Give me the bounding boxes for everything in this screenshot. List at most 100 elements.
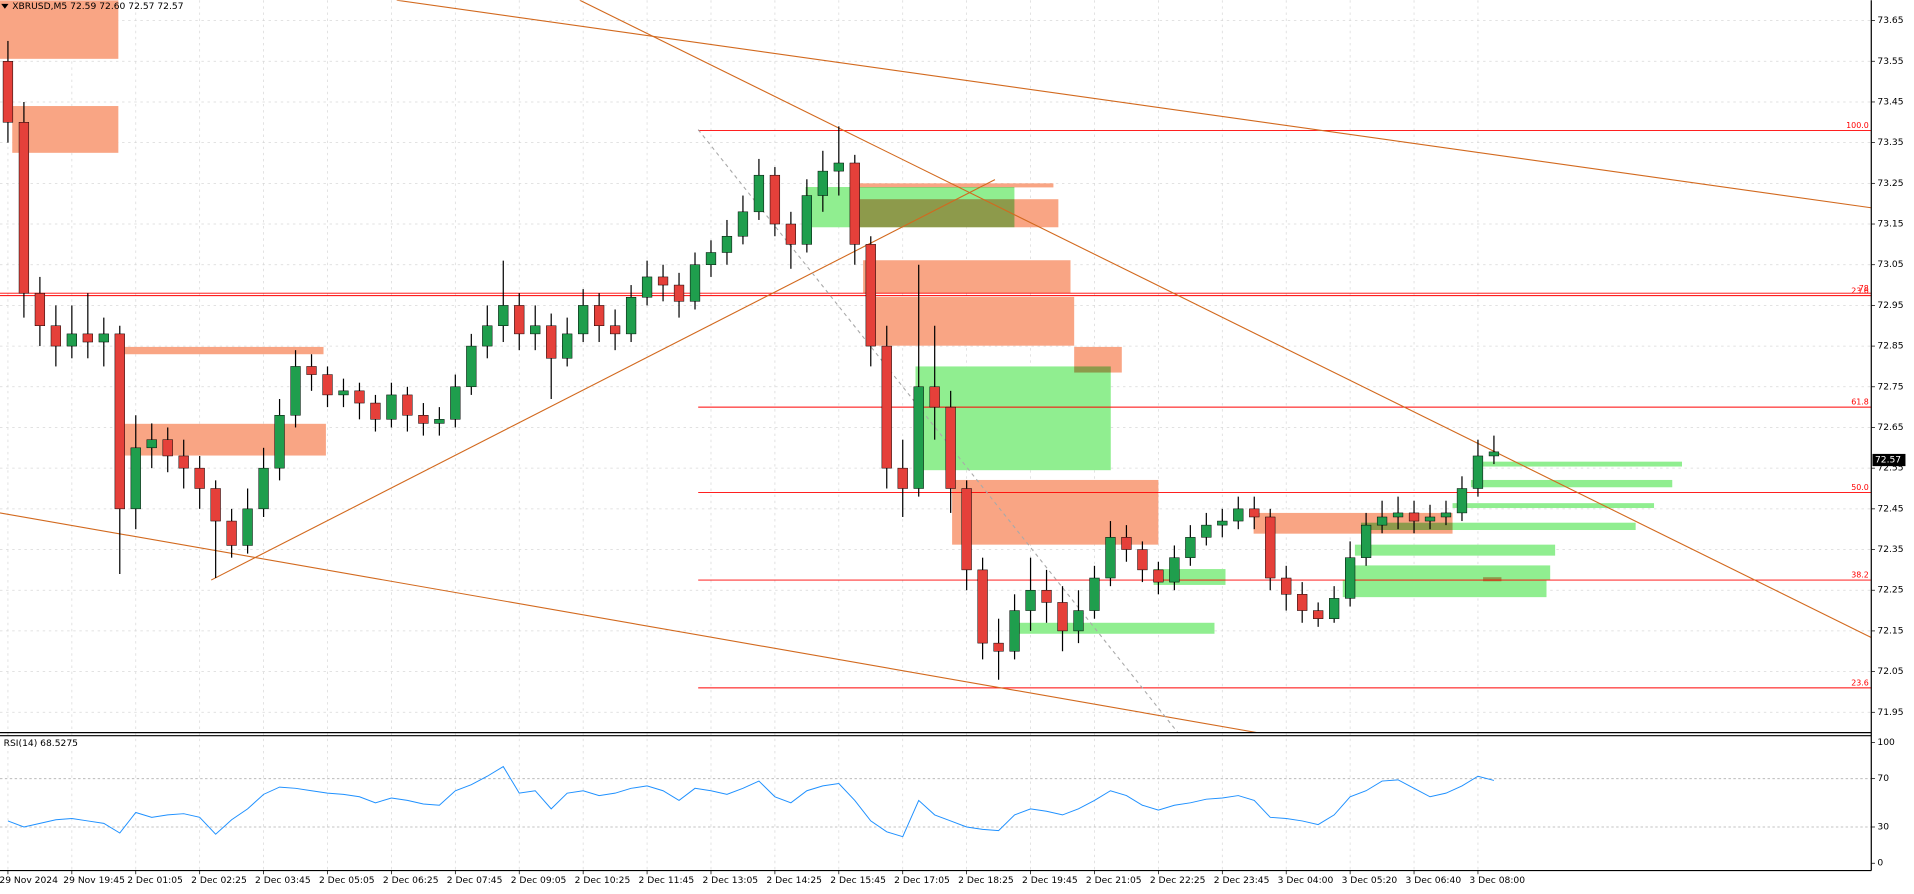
candle-body [338,390,349,396]
candle-body [1121,537,1132,550]
candle-body [546,325,557,359]
x-tick-label: 2 Dec 15:45 [830,876,886,886]
x-tick-label: 2 Dec 23:45 [1214,876,1270,886]
candle-body [641,276,653,298]
candle-body [881,345,892,469]
candle-body [594,305,605,326]
y-tick-label: 72.85 [1877,342,1903,352]
x-tick-label: 2 Dec 14:25 [766,876,822,886]
candle-body [514,305,525,335]
y-tick-label: 72.05 [1877,667,1903,677]
y-tick-label: 73.15 [1877,220,1903,230]
zone [115,346,324,355]
candle-body [66,333,77,347]
candle-body [817,170,828,196]
y-tick-label: 72.15 [1877,626,1903,636]
x-tick-label: 2 Dec 10:25 [575,876,631,886]
rsi-panel: 100 70 30 0 [0,738,1895,869]
x-tick-label: 2 Dec 21:05 [1086,876,1142,886]
zone [1452,503,1655,509]
candle-body [993,642,1004,652]
candle-body [418,415,429,424]
zone [1153,569,1226,585]
zone [1360,522,1636,531]
y-tick-label: 100 [1877,738,1895,748]
x-tick-label: 2 Dec 02:25 [191,876,247,886]
candle-body [450,386,461,420]
candle-body [1073,610,1084,632]
candle-body [945,406,956,489]
candle-body [753,174,765,213]
fib-label: 23.6 [1851,678,1869,687]
zone [915,366,1111,471]
candle-body [274,415,285,469]
candle-body [562,333,573,359]
candle-body [625,297,637,335]
candle-body [913,386,924,489]
symbol-menu-icon[interactable] [1,3,9,9]
candle-body [897,467,908,489]
candle-body [258,467,269,510]
trend-line [210,179,996,581]
candle-body [1249,508,1260,518]
zone [12,106,119,153]
y-tick-label: 30 [1877,822,1889,832]
y-tick-label: 72.75 [1877,382,1903,392]
candle-body [210,488,221,522]
candle-body [801,195,812,245]
fib-label: 61.8 [1851,398,1869,407]
candle-body [1472,455,1484,489]
x-tick-label: 2 Dec 03:45 [255,876,311,886]
x-tick-label: 3 Dec 08:00 [1469,876,1525,886]
x-tick-label: 2 Dec 05:05 [319,876,375,886]
candle-body [833,162,844,172]
candle-body [961,488,972,571]
candle-body [98,333,109,343]
candle-body [1041,589,1052,603]
fib-label: 100.0 [1846,121,1869,130]
zone [1348,565,1551,581]
candle-body [82,333,93,343]
y-tick-label: 0 [1877,859,1883,869]
candle-body [290,366,301,416]
candle-body [657,276,669,286]
x-tick-label: 2 Dec 11:45 [639,876,695,886]
candle-body [1105,537,1116,579]
zones [0,0,1682,634]
y-tick-label: 72.25 [1877,586,1903,596]
last-price-label: 72.57 [1875,456,1901,466]
candle-body [34,292,46,326]
candle-body [578,305,589,335]
candle-body [1408,512,1420,522]
zone [850,183,1054,188]
fib-label: 50.0 [1851,483,1869,492]
candle-body [1201,524,1212,538]
x-tick-label: 2 Dec 19:45 [1022,876,1078,886]
candle-body [769,174,781,225]
candle-body [1169,557,1180,583]
candle-body [785,223,797,245]
candle-body [689,264,701,302]
candle-body [482,325,493,347]
x-tick-label: 2 Dec 06:25 [383,876,439,886]
candle-body [1440,512,1452,518]
candle-body [849,162,860,245]
candle-body [1456,488,1468,514]
x-tick-label: 3 Dec 04:00 [1278,876,1334,886]
x-tick-label: 3 Dec 05:20 [1342,876,1398,886]
candle-body [434,419,445,424]
zone [805,186,1015,228]
x-tick-label: 2 Dec 07:45 [447,876,503,886]
candle-body [1488,451,1500,457]
fib-label: 78 [1859,284,1869,293]
candle-body [1345,557,1356,599]
candle-body [2,61,14,123]
candle-body [146,439,157,449]
candle-body [1009,610,1020,652]
fib-label: 38.2 [1851,571,1869,580]
candle-body [1360,524,1372,558]
x-tick-label: 2 Dec 01:05 [127,876,183,886]
zone [1354,544,1556,556]
